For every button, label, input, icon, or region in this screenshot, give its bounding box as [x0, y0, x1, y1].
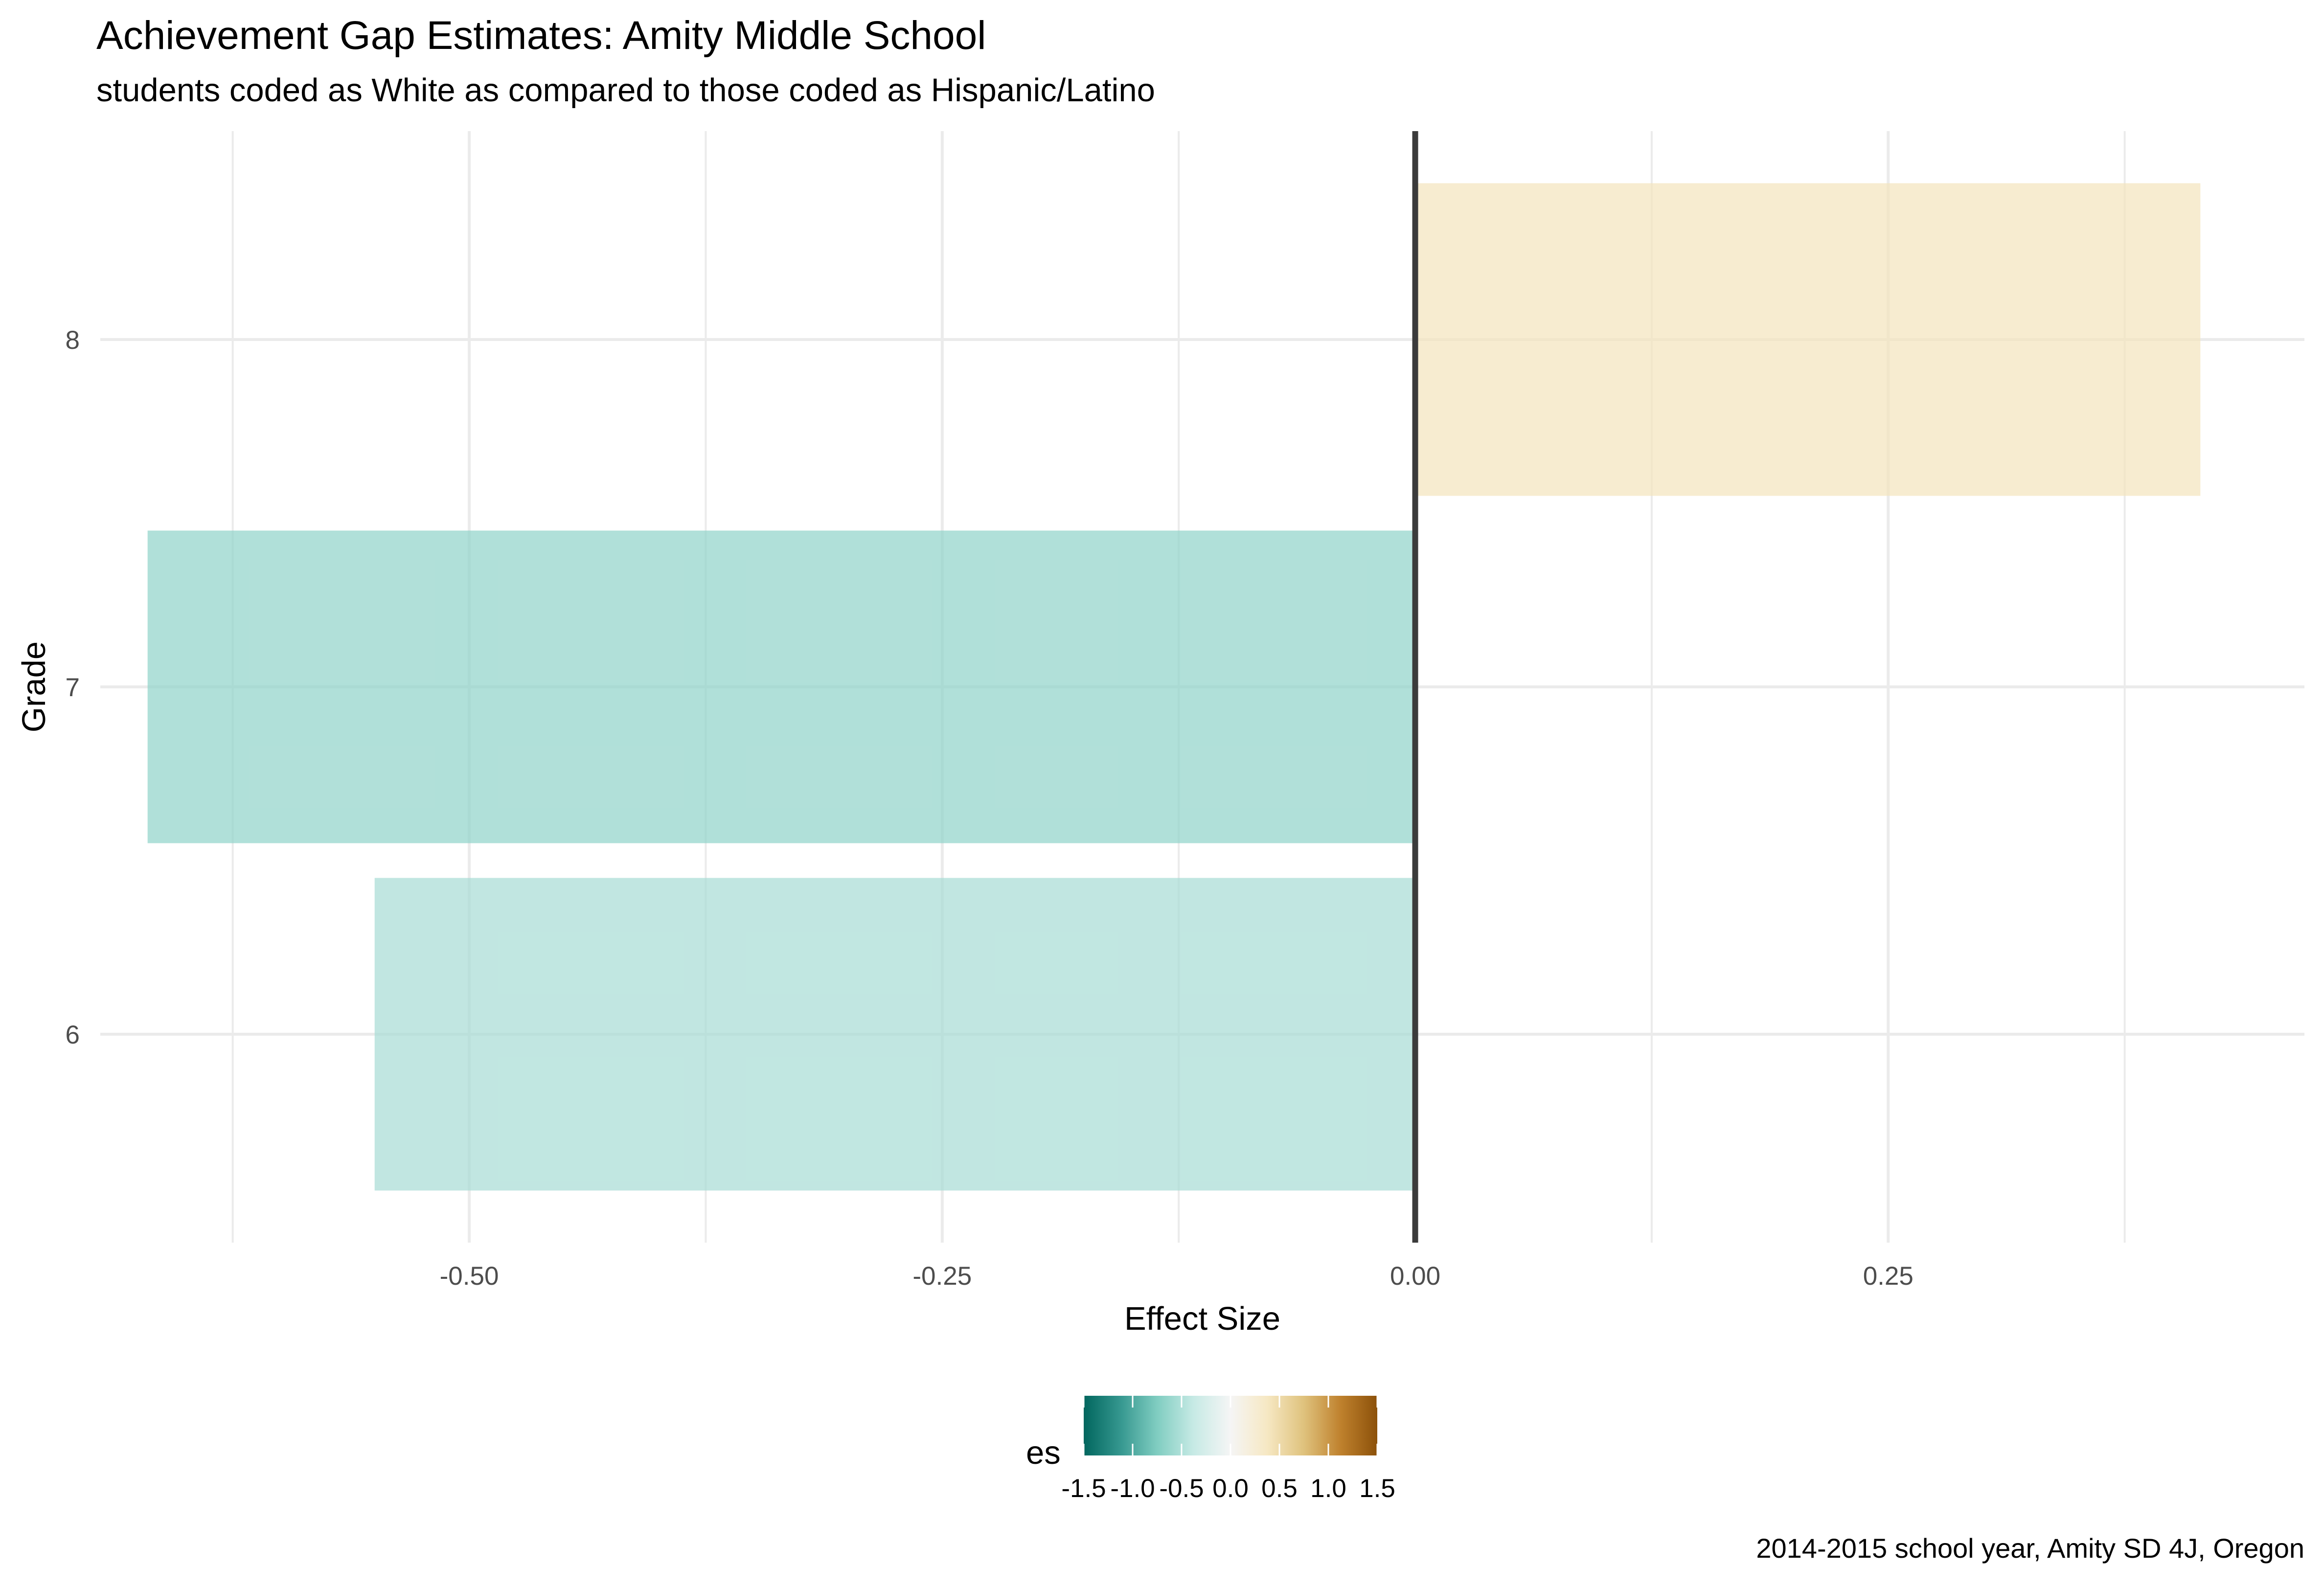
bars — [147, 183, 2201, 1191]
legend-tick-label: 1.5 — [1359, 1474, 1395, 1503]
bar-grade-6 — [374, 878, 1415, 1191]
legend-tick-label: -0.5 — [1159, 1474, 1204, 1503]
x-axis-ticks: -0.50 -0.25 0.00 0.25 — [440, 1262, 1914, 1291]
x-tick-label: -0.25 — [912, 1262, 972, 1291]
legend-title: es — [1026, 1434, 1061, 1471]
y-tick-label: 7 — [66, 673, 80, 702]
legend-tick-label: 1.0 — [1310, 1474, 1346, 1503]
y-axis-ticks: 6 7 8 — [66, 326, 80, 1049]
legend-tick-label: 0.0 — [1212, 1474, 1249, 1503]
legend-ticks: -1.5 -1.0 -0.5 0.0 0.5 1.0 1.5 — [1061, 1396, 1395, 1503]
legend-tick-label: -1.0 — [1110, 1474, 1155, 1503]
bar-grade-7 — [147, 530, 1415, 843]
x-axis-title: Effect Size — [1124, 1300, 1280, 1337]
legend-tick-label: 0.5 — [1261, 1474, 1298, 1503]
chart-caption: 2014-2015 school year, Amity SD 4J, Oreg… — [1756, 1533, 2304, 1564]
legend: es -1.5 -1.0 -0.5 0.0 0.5 1.0 1.5 — [1026, 1396, 1395, 1503]
chart-subtitle: students coded as White as compared to t… — [96, 72, 1155, 109]
legend-tick-label: -1.5 — [1061, 1474, 1106, 1503]
y-axis-title: Grade — [16, 641, 52, 732]
bar-grade-8 — [1415, 183, 2201, 496]
x-tick-label: 0.25 — [1863, 1262, 1914, 1291]
y-tick-label: 6 — [66, 1021, 80, 1049]
x-tick-label: 0.00 — [1390, 1262, 1440, 1291]
chart-title: Achievement Gap Estimates: Amity Middle … — [96, 13, 986, 58]
y-tick-label: 8 — [66, 326, 80, 355]
x-tick-label: -0.50 — [440, 1262, 499, 1291]
